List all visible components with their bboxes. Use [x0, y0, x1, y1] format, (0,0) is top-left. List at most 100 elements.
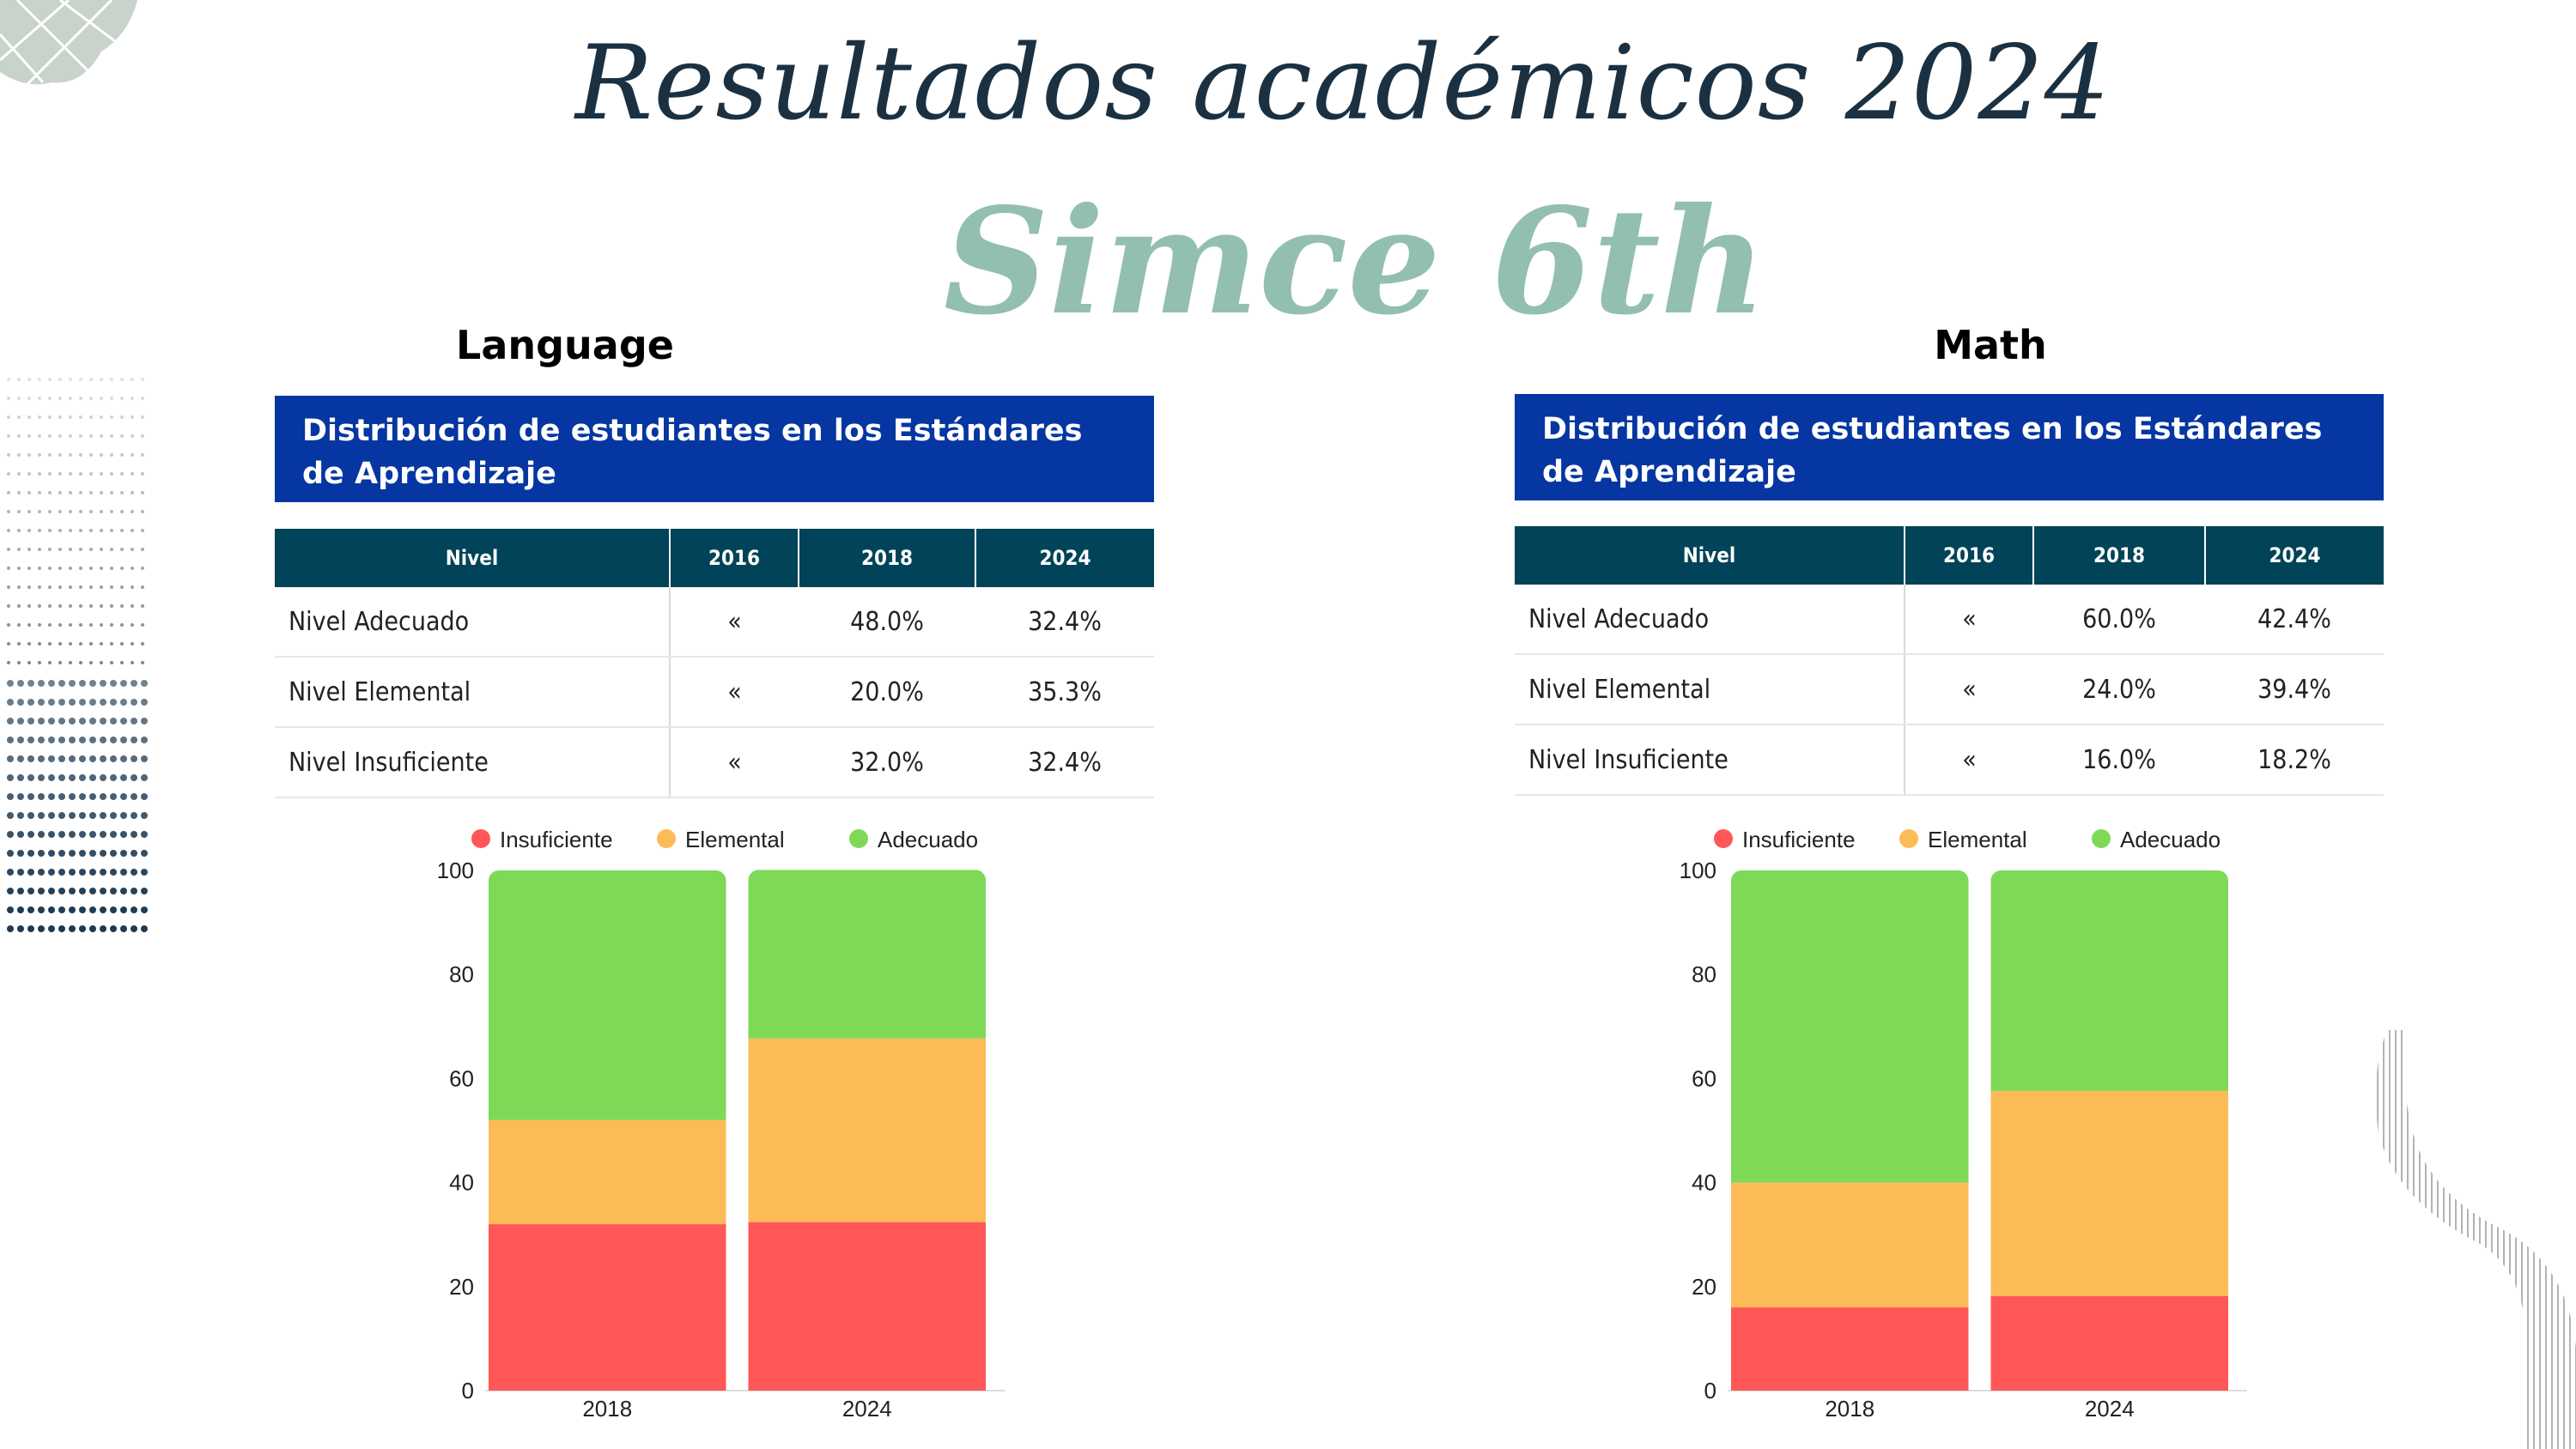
dot [89, 737, 96, 743]
dot [131, 925, 137, 932]
dot [79, 529, 82, 532]
dot [100, 453, 103, 457]
dot [79, 850, 86, 857]
dot [58, 415, 62, 419]
dot [38, 585, 41, 589]
dot [79, 906, 86, 913]
dot [7, 491, 10, 494]
table-row: Nivel Elemental « 24.0% 39.4% [1515, 654, 2384, 725]
dot [79, 774, 86, 781]
dot [7, 850, 14, 857]
dot [89, 397, 93, 400]
dot [120, 793, 127, 800]
dot [69, 925, 76, 932]
dot [110, 869, 117, 876]
dot [7, 453, 10, 457]
dot [141, 397, 144, 400]
dot [48, 812, 55, 819]
dot [17, 510, 21, 513]
dot [79, 585, 82, 589]
dot [7, 378, 10, 381]
dot [17, 472, 21, 476]
dot [100, 869, 106, 876]
dot [120, 510, 124, 513]
dot [131, 812, 137, 819]
dot [7, 415, 10, 419]
y-tick-label: 100 [437, 858, 474, 883]
results-table-language: Nivel 2016 2018 2024 Nivel Adecuado « 48… [275, 529, 1154, 798]
dot [17, 623, 21, 627]
dot [17, 548, 21, 551]
legend-label: Insuficiente [1742, 827, 1856, 852]
dot [27, 699, 34, 706]
dot [69, 567, 72, 570]
dot [48, 548, 52, 551]
dot [69, 850, 76, 857]
dot [48, 661, 52, 664]
dot [110, 567, 113, 570]
dot [58, 888, 65, 894]
legend-marker [1899, 829, 1918, 848]
dot [7, 793, 14, 800]
dot [27, 623, 31, 627]
table-cell: « [670, 587, 799, 658]
dot [38, 548, 41, 551]
dot [79, 755, 86, 762]
dot [58, 623, 62, 627]
dot [141, 737, 148, 743]
bar-segment-insuficiente [489, 1224, 726, 1391]
dot [79, 491, 82, 494]
bar-segment-adecuado [748, 870, 986, 1039]
dot [17, 397, 21, 400]
dot [17, 567, 21, 570]
dot [89, 718, 96, 724]
dot [48, 491, 52, 494]
dot [79, 510, 82, 513]
dot [110, 642, 113, 646]
dot [69, 585, 72, 589]
dot [27, 397, 31, 400]
dot [27, 774, 34, 781]
bar-segment-adecuado [489, 870, 726, 1120]
dot [120, 623, 124, 627]
dot [110, 623, 113, 627]
dot [17, 680, 24, 687]
table-cell: Nivel Insuficiente [1515, 724, 1905, 796]
dot [69, 793, 76, 800]
dot [69, 661, 72, 664]
dot [17, 491, 21, 494]
dot [27, 491, 31, 494]
dot [79, 642, 82, 646]
dot [7, 925, 14, 932]
dot [89, 453, 93, 457]
table-cell: 32.0% [799, 727, 975, 798]
column-header: 2016 [669, 529, 799, 587]
dot [141, 472, 144, 476]
dot [48, 623, 52, 627]
dot [58, 397, 62, 400]
bar-segment-elemental [1731, 1182, 1969, 1308]
section-title-language: Language [456, 322, 674, 368]
table-cell: 24.0% [2033, 654, 2205, 725]
legend-label: Adecuado [2120, 827, 2221, 852]
dot [38, 491, 41, 494]
dot [120, 453, 124, 457]
dot [58, 642, 62, 646]
page-subtitle: Simce 6th [943, 176, 1767, 348]
dot [58, 774, 65, 781]
dot [38, 567, 41, 570]
dot [100, 774, 106, 781]
dot [110, 548, 113, 551]
dot [38, 906, 45, 913]
dot [7, 680, 14, 687]
dot [100, 415, 103, 419]
dot [48, 718, 55, 724]
dot [110, 737, 117, 743]
dot [120, 906, 127, 913]
dot [38, 793, 45, 800]
dot [48, 793, 55, 800]
table-cell: 35.3% [975, 657, 1154, 728]
dot [58, 472, 62, 476]
dot [7, 906, 14, 913]
dot [79, 661, 82, 664]
